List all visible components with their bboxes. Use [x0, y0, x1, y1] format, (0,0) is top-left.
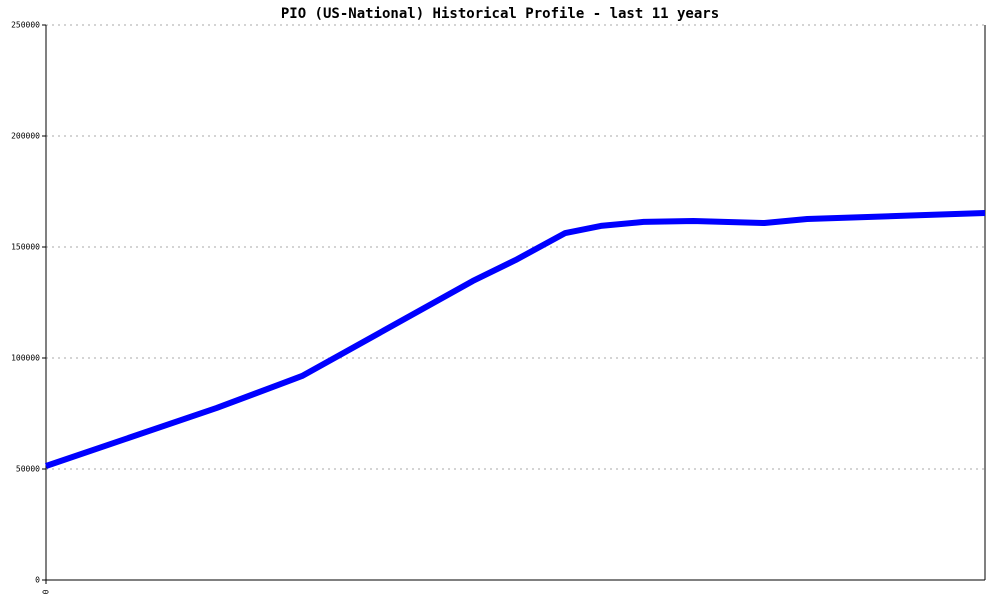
y-tick-label: 100000: [11, 354, 40, 363]
y-tick-label: 0: [35, 576, 40, 585]
chart-title: PIO (US-National) Historical Profile - l…: [281, 6, 719, 22]
y-tick-label: 150000: [11, 243, 40, 252]
x-tick-label: 0: [42, 589, 51, 594]
data-line: [45, 210, 986, 469]
y-tick-label: 200000: [11, 132, 40, 141]
y-tick-label: 250000: [11, 21, 40, 30]
y-tick-label: 50000: [16, 465, 40, 474]
